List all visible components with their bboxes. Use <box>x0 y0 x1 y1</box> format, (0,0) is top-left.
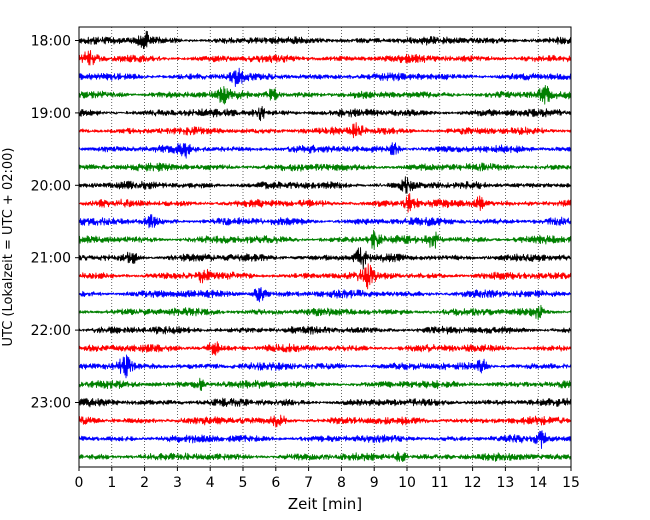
x-tick-label-14: 14 <box>529 475 547 491</box>
seismic-traces <box>78 30 572 463</box>
trace-8 <box>78 176 572 194</box>
x-tick-label-7: 7 <box>304 475 313 491</box>
x-tick-label-12: 12 <box>464 475 482 491</box>
y-tick-label-4: 22:00 <box>31 323 71 339</box>
y-axis-label: UTC (Lokalzeit = UTC + 02:00) <box>1 148 16 347</box>
trace-20 <box>78 397 572 408</box>
trace-17 <box>78 341 572 356</box>
x-tick-label-1: 1 <box>107 475 116 491</box>
y-tick-label-5: 23:00 <box>31 396 71 412</box>
x-axis-ticks: 0 1 2 3 4 5 6 7 8 9 10 11 12 13 14 15 <box>75 467 580 491</box>
plot-frame <box>78 26 572 468</box>
x-tick-label-3: 3 <box>173 475 182 491</box>
x-tick-label-11: 11 <box>431 475 449 491</box>
trace-11 <box>78 229 572 250</box>
y-tick-label-2: 20:00 <box>31 178 71 194</box>
y-tick-label-1: 19:00 <box>31 106 71 122</box>
trace-0 <box>78 30 572 50</box>
trace-19 <box>78 377 572 391</box>
x-tick-label-5: 5 <box>239 475 248 491</box>
x-tick-label-0: 0 <box>75 475 84 491</box>
trace-23 <box>78 451 572 463</box>
trace-9 <box>78 193 572 213</box>
trace-14 <box>78 286 572 303</box>
x-axis-label: Zeit [min] <box>288 495 362 513</box>
x-tick-label-13: 13 <box>496 475 514 491</box>
trace-7 <box>78 162 572 173</box>
y-axis-ticks: 18:00 19:00 20:00 21:00 22:00 23:00 <box>31 34 79 412</box>
x-tick-label-4: 4 <box>206 475 215 491</box>
trace-22 <box>78 430 572 449</box>
x-tick-label-8: 8 <box>337 475 346 491</box>
trace-5 <box>78 122 572 139</box>
x-tick-label-9: 9 <box>370 475 379 491</box>
trace-10 <box>78 214 572 229</box>
trace-12 <box>78 247 572 270</box>
x-tick-label-15: 15 <box>562 475 580 491</box>
x-tick-label-10: 10 <box>398 475 416 491</box>
vertical-grid <box>111 27 539 467</box>
y-tick-label-0: 18:00 <box>31 34 71 50</box>
x-tick-label-6: 6 <box>271 475 280 491</box>
trace-15 <box>78 304 572 321</box>
trace-3 <box>78 84 572 105</box>
trace-1 <box>78 49 572 66</box>
y-tick-label-3: 21:00 <box>31 251 71 267</box>
trace-2 <box>78 67 572 87</box>
trace-4 <box>78 105 572 122</box>
trace-18 <box>78 354 572 379</box>
trace-21 <box>78 414 572 428</box>
trace-13 <box>78 263 572 290</box>
trace-6 <box>78 142 572 159</box>
x-tick-label-2: 2 <box>140 475 149 491</box>
trace-16 <box>78 325 572 335</box>
